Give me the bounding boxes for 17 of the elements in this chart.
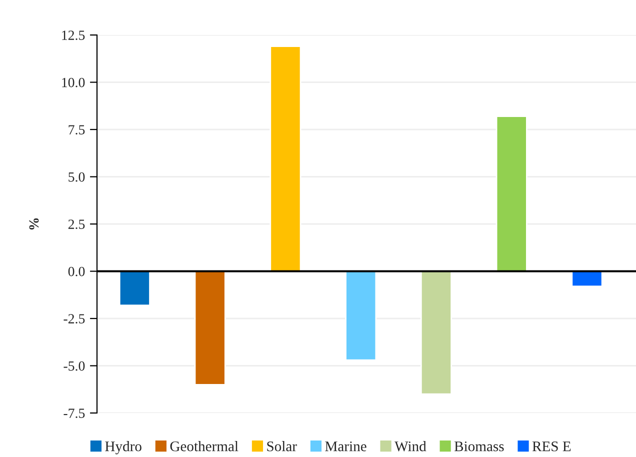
legend-label: Marine <box>325 441 366 452</box>
legend-label: Biomass <box>454 441 504 452</box>
y-tick-label: 7.5 <box>68 125 85 135</box>
legend-label: Solar <box>267 441 297 452</box>
y-axis-title: % <box>29 218 39 230</box>
y-tick-label: 2.5 <box>68 220 85 230</box>
legend-label: Hydro <box>105 441 142 454</box>
y-tick-label: -7.5 <box>64 408 85 418</box>
y-tick-label: 10.0 <box>62 78 85 88</box>
y-tick-label: -5.0 <box>64 361 85 371</box>
legend-label: Wind <box>394 441 426 452</box>
y-tick-label: 12.5 <box>62 30 85 40</box>
legend-label: Geothermal <box>170 441 238 452</box>
legend-label: RES E <box>532 441 571 452</box>
y-tick-label: -2.5 <box>64 314 85 324</box>
y-tick-label: 0.0 <box>68 266 85 276</box>
y-tick-label: 5.0 <box>68 172 85 182</box>
